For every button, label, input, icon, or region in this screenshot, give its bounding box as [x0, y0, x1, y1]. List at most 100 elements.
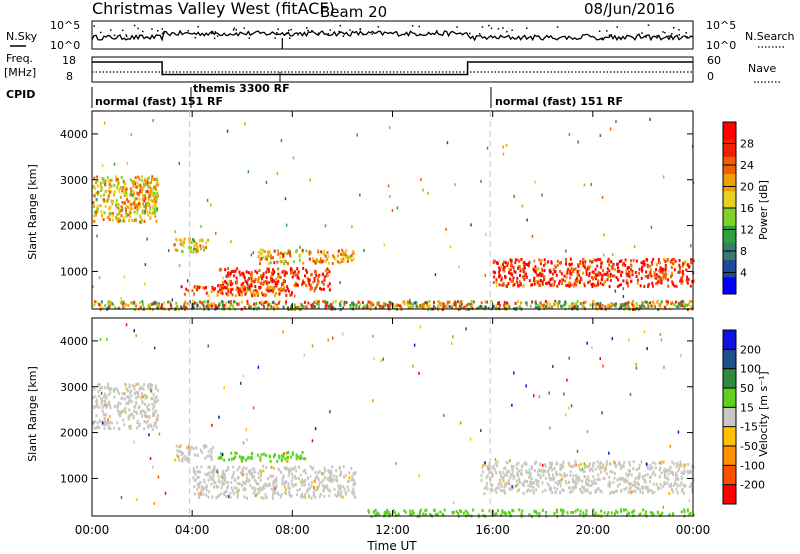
- power-echo-cell: [576, 280, 579, 284]
- power-echo-cell: [157, 194, 159, 198]
- power-echo-cell: [585, 267, 588, 271]
- power-ground-cell: [272, 306, 275, 310]
- power-echo-cell: [569, 283, 572, 287]
- power-echo-cell: [258, 269, 261, 272]
- power-ground-cell: [652, 300, 654, 304]
- velocity-echo-cell: [238, 455, 241, 459]
- velocity-echo-cell: [502, 476, 505, 480]
- velocity-echo-cell: [655, 482, 658, 486]
- power-scatter-cell: [146, 237, 148, 241]
- power-ground-cell: [260, 300, 263, 304]
- velocity-echo-cell: [516, 473, 519, 477]
- velocity-echo-cell: [208, 454, 211, 458]
- noise-search-point: [656, 34, 658, 37]
- noise-search-point: [137, 27, 139, 30]
- velocity-echo-cell: [242, 466, 245, 470]
- power-echo-cell: [151, 199, 154, 203]
- noise-search-point: [317, 32, 320, 35]
- power-echo-cell: [250, 284, 253, 288]
- power-echo-cell: [591, 270, 594, 274]
- velocity-echo-cell: [638, 472, 641, 476]
- power-echo-cell: [190, 246, 192, 250]
- power-ground-cell: [536, 303, 539, 307]
- power-echo-cell: [610, 265, 613, 269]
- power-echo-cell: [620, 283, 622, 287]
- power-echo-cell: [195, 285, 198, 289]
- velocity-echo-cell: [386, 508, 389, 512]
- power-ground-cell: [349, 306, 352, 309]
- power-ground-cell: [167, 300, 170, 304]
- power-ground-cell: [258, 301, 261, 305]
- power-echo-cell: [606, 267, 609, 271]
- velocity-echo-cell: [146, 395, 148, 399]
- power-ground-cell: [186, 302, 189, 306]
- power-echo-cell: [599, 258, 602, 261]
- power-echo-cell: [609, 279, 612, 282]
- velocity-echo-cell: [311, 467, 314, 471]
- velocity-echo-cell: [572, 511, 574, 515]
- velocity-echo-cell: [608, 483, 611, 486]
- velocity-echo-cell: [608, 484, 611, 488]
- power-echo-cell: [151, 190, 154, 194]
- velocity-scatter-cell: [568, 406, 570, 410]
- velocity-echo-cell: [288, 486, 290, 490]
- power-echo-cell: [123, 186, 126, 190]
- velocity-echo-cell: [110, 387, 113, 391]
- power-echo-cell: [297, 275, 300, 279]
- power-echo-cell: [580, 278, 583, 282]
- velocity-echo-cell: [626, 479, 629, 483]
- velocity-echo-cell: [197, 484, 200, 488]
- velocity-scatter-cell: [125, 323, 128, 327]
- velocity-echo-cell: [193, 479, 196, 483]
- power-echo-cell: [113, 190, 116, 194]
- velocity-echo-cell: [308, 483, 310, 487]
- power-ground-cell: [369, 304, 372, 308]
- power-scatter-cell: [387, 184, 390, 188]
- velocity-echo-cell: [92, 396, 95, 400]
- power-echo-cell: [289, 253, 291, 256]
- noise-search-point: [142, 30, 144, 33]
- power-ground-cell: [538, 305, 541, 309]
- power-echo-cell: [145, 203, 147, 207]
- power-echo-cell: [324, 269, 327, 273]
- power-ground-cell: [477, 306, 480, 310]
- power-ground-cell: [599, 301, 602, 305]
- power-scatter-cell: [299, 245, 301, 249]
- velocity-echo-cell: [639, 490, 642, 494]
- velocity-echo-cell: [677, 477, 680, 481]
- power-ground-cell: [676, 305, 679, 309]
- power-echo-cell: [565, 259, 568, 263]
- velocity-echo-cell: [583, 487, 585, 491]
- power-ground-cell: [525, 301, 528, 305]
- velocity-echo-cell: [273, 478, 276, 482]
- velocity-echo-cell: [113, 404, 116, 408]
- velocity-echo-cell: [107, 382, 110, 386]
- power-echo-cell: [282, 279, 285, 283]
- velocity-echo-cell: [202, 492, 205, 496]
- velocity-echo-cell: [529, 471, 532, 475]
- velocity-echo-cell: [613, 512, 616, 516]
- power-echo-cell: [233, 270, 236, 273]
- velocity-echo-cell: [253, 478, 256, 482]
- velocity-echo-cell: [140, 409, 143, 413]
- power-echo-cell: [344, 252, 347, 256]
- colorbar-tick-label: -50: [740, 440, 758, 453]
- noise-search-point: [481, 26, 484, 28]
- velocity-echo-cell: [148, 382, 151, 386]
- noise-search-point: [93, 25, 95, 27]
- power-echo-cell: [264, 292, 267, 296]
- velocity-echo-cell: [551, 491, 554, 495]
- power-echo-cell: [522, 275, 525, 279]
- power-echo-cell: [134, 219, 137, 222]
- colorbar-tick-label: -15: [740, 421, 758, 434]
- power-echo-cell: [579, 262, 582, 265]
- power-echo-cell: [286, 262, 289, 265]
- power-ground-cell: [529, 304, 532, 308]
- power-scatter-cell: [603, 253, 605, 257]
- velocity-echo-cell: [594, 489, 597, 493]
- velocity-echo-cell: [490, 471, 493, 475]
- power-echo-cell: [348, 255, 351, 259]
- power-echo-cell: [93, 204, 96, 208]
- power-echo-cell: [146, 209, 148, 213]
- power-echo-cell: [176, 248, 179, 252]
